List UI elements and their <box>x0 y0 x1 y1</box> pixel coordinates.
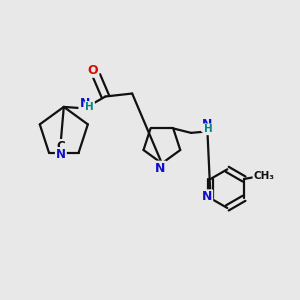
Text: CH₃: CH₃ <box>254 171 274 181</box>
Text: H: H <box>85 102 94 112</box>
Text: N: N <box>56 148 66 161</box>
Text: N: N <box>202 118 213 131</box>
Text: C: C <box>56 140 65 153</box>
Text: N: N <box>202 190 212 203</box>
Text: N: N <box>80 97 90 110</box>
Text: N: N <box>155 162 166 175</box>
Text: H: H <box>204 124 212 134</box>
Text: O: O <box>88 64 98 77</box>
